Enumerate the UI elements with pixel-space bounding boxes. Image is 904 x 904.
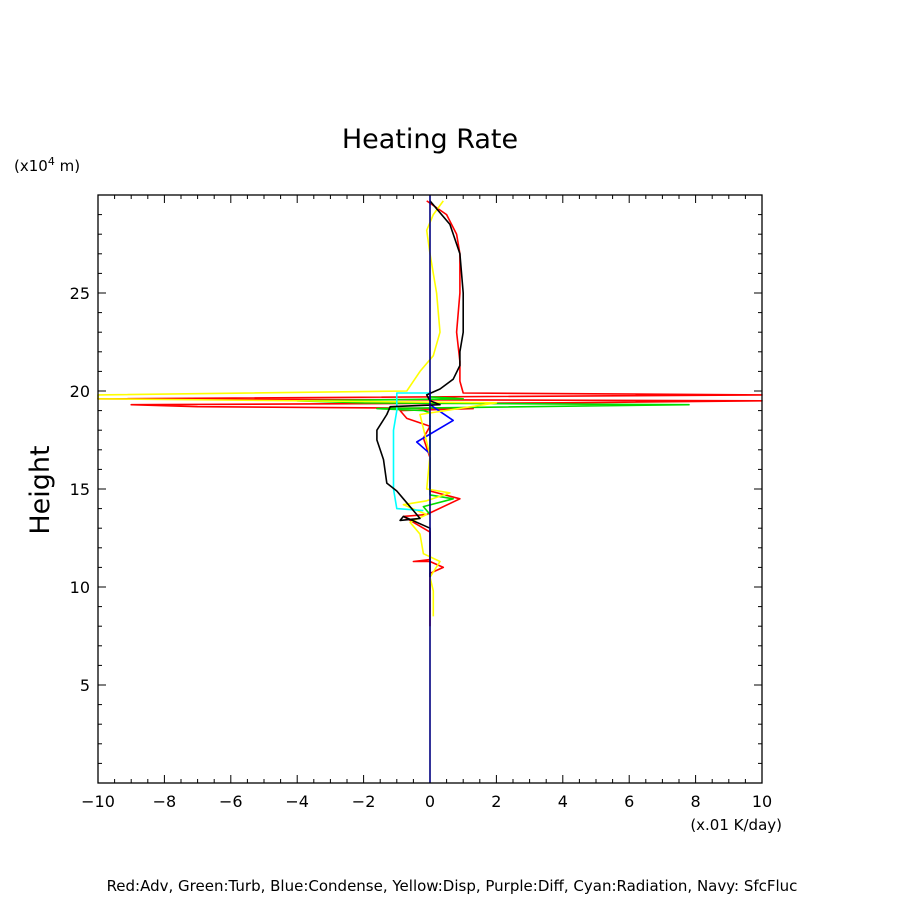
- x-tick-label: −4: [285, 792, 309, 811]
- x-tick-label: 2: [491, 792, 501, 811]
- x-tick-label: 8: [691, 792, 701, 811]
- x-tick-label: −8: [153, 792, 177, 811]
- x-tick-label: 6: [624, 792, 634, 811]
- y-axis-label: Height: [25, 445, 56, 534]
- chart-title: Heating Rate: [342, 124, 518, 155]
- series-line-black: [376, 200, 464, 578]
- data-series: [97, 195, 763, 783]
- axis-ticks: −10 −8 −6 −4 −2 0 2 4 6 8 10 5 10 15 20 25: [70, 195, 772, 811]
- y-tick-label: 25: [70, 284, 90, 303]
- x-tick-label: −2: [352, 792, 376, 811]
- x-axis-label: (x.01 K/day): [690, 816, 782, 834]
- y-tick-label: 15: [70, 480, 90, 499]
- plot-frame: [97, 194, 763, 784]
- x-tick-label: −6: [219, 792, 243, 811]
- series-line-green-turb: [296, 396, 690, 516]
- x-tick-label: 10: [752, 792, 772, 811]
- y-tick-label: 10: [70, 578, 90, 597]
- x-tick-label: 4: [558, 792, 568, 811]
- y-tick-label: 20: [70, 382, 90, 401]
- y-tick-label: 5: [80, 676, 90, 695]
- legend-caption: Red:Adv, Green:Turb, Blue:Condense, Yell…: [107, 877, 798, 895]
- x-tick-label: 0: [425, 792, 435, 811]
- series-line-yellow-disp: [97, 200, 498, 617]
- y-unit-label: (x104 m): [14, 155, 80, 175]
- x-tick-label: −10: [81, 792, 115, 811]
- series-line-cyan-radiation: [392, 392, 430, 512]
